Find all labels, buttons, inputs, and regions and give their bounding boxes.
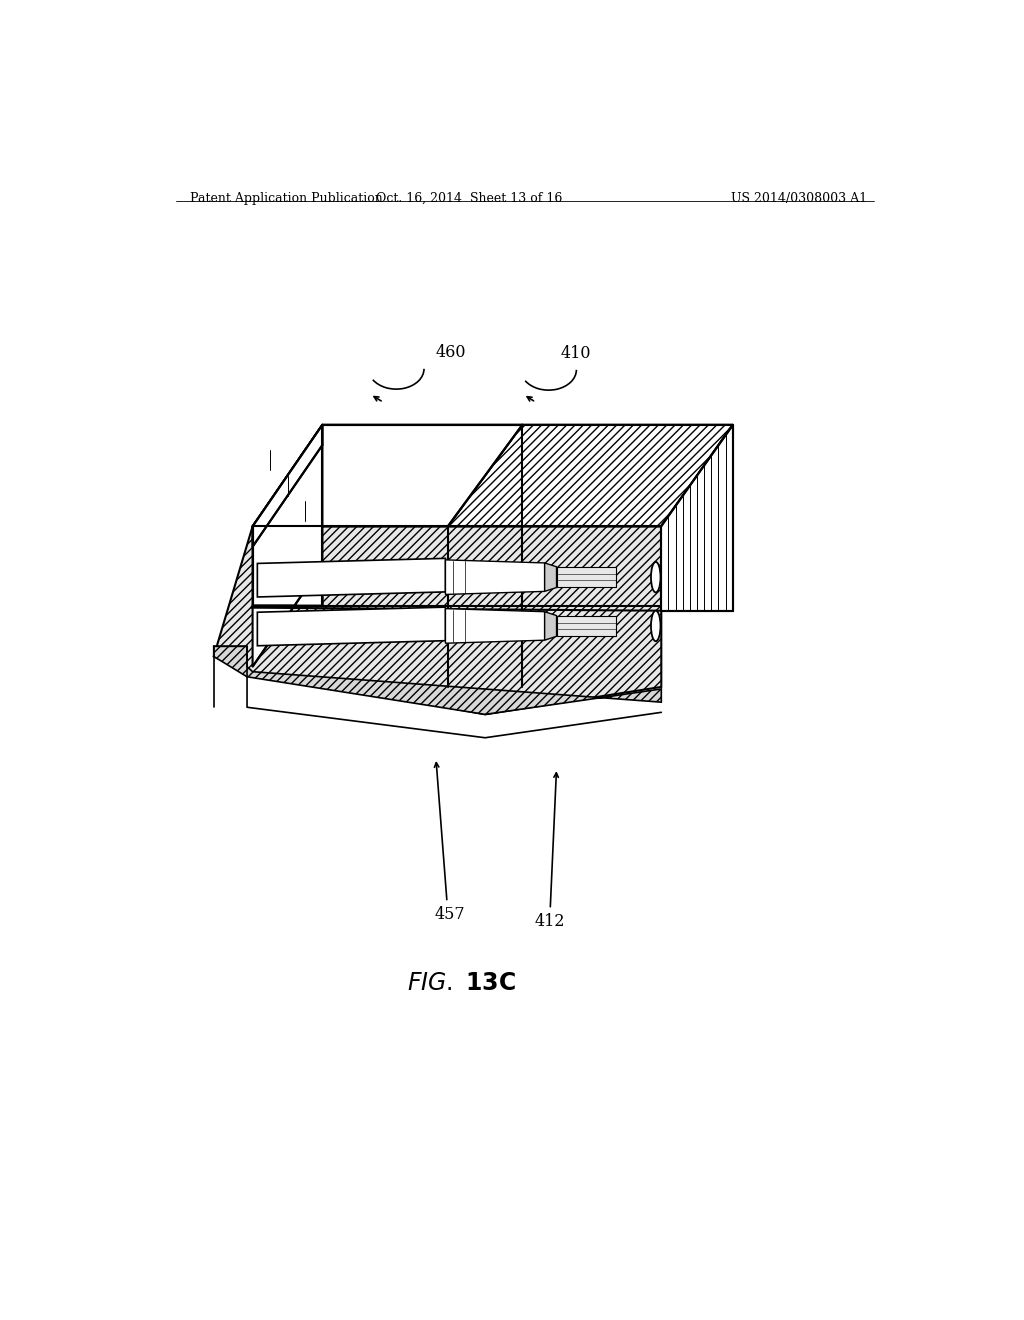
Polygon shape	[445, 560, 545, 594]
Polygon shape	[214, 527, 662, 714]
Polygon shape	[445, 609, 545, 643]
Polygon shape	[447, 425, 733, 527]
Text: Oct. 16, 2014  Sheet 13 of 16: Oct. 16, 2014 Sheet 13 of 16	[376, 191, 562, 205]
Polygon shape	[557, 615, 616, 636]
Polygon shape	[257, 607, 445, 645]
Polygon shape	[214, 647, 662, 714]
Ellipse shape	[651, 611, 660, 642]
Polygon shape	[557, 568, 616, 587]
Polygon shape	[253, 425, 522, 527]
Text: Patent Application Publication: Patent Application Publication	[189, 191, 383, 205]
Text: $\it{FIG.}$ $\bf{13C}$: $\it{FIG.}$ $\bf{13C}$	[407, 972, 516, 994]
Polygon shape	[662, 425, 733, 611]
Text: 457: 457	[434, 907, 465, 924]
Text: 410: 410	[560, 345, 591, 362]
Polygon shape	[545, 611, 557, 640]
Polygon shape	[545, 562, 557, 591]
Text: 412: 412	[535, 912, 565, 929]
Text: 460: 460	[436, 343, 466, 360]
Polygon shape	[257, 558, 445, 597]
Polygon shape	[253, 565, 323, 667]
Polygon shape	[253, 425, 323, 606]
Polygon shape	[253, 425, 323, 546]
Text: US 2014/0308003 A1: US 2014/0308003 A1	[731, 191, 867, 205]
Ellipse shape	[651, 562, 660, 593]
